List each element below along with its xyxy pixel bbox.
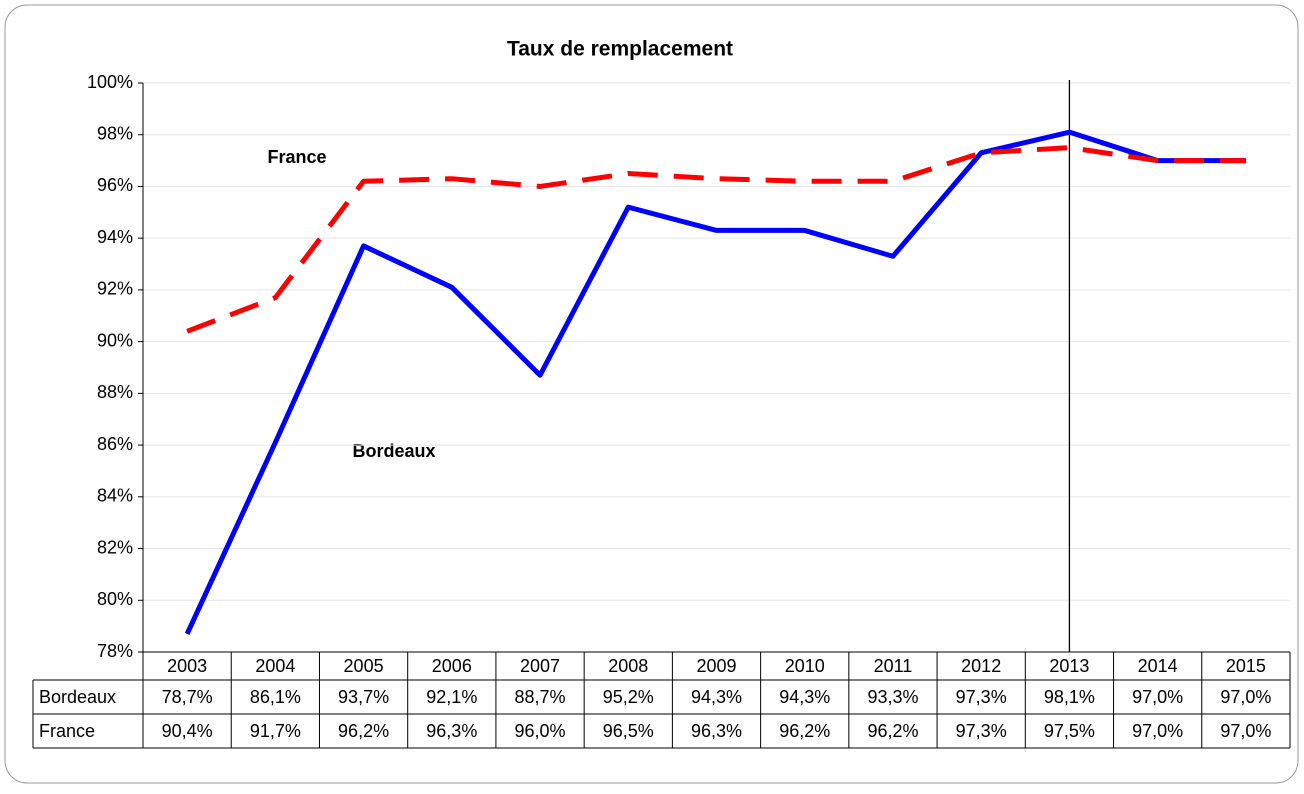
data-label: 94,3% xyxy=(779,687,830,707)
legend-entry: Bordeaux xyxy=(39,687,116,707)
data-label: 88,7% xyxy=(515,687,566,707)
y-tick-label: 82% xyxy=(97,537,133,557)
x-tick-label: 2004 xyxy=(255,656,295,676)
y-tick-label: 98% xyxy=(97,123,133,143)
data-label: 96,2% xyxy=(779,721,830,741)
data-label: 86,1% xyxy=(250,687,301,707)
x-tick-label: 2011 xyxy=(874,656,913,676)
legend-entry: France xyxy=(39,721,95,741)
data-label: 96,3% xyxy=(691,721,742,741)
y-tick-label: 80% xyxy=(97,589,133,609)
frame xyxy=(4,4,1299,784)
data-label: 96,2% xyxy=(338,721,389,741)
x-tick-label: 2009 xyxy=(696,656,736,676)
data-label: 97,0% xyxy=(1220,687,1271,707)
x-tick-label: 2005 xyxy=(344,656,384,676)
x-tick-label: 2003 xyxy=(167,656,207,676)
x-tick-label: 2008 xyxy=(608,656,648,676)
y-tick-label: 78% xyxy=(97,641,133,661)
data-label: 90,4% xyxy=(162,721,213,741)
series-annotation: France xyxy=(267,147,326,167)
data-label: 97,3% xyxy=(956,721,1007,741)
chart-title: Taux de remplacement xyxy=(507,38,733,61)
y-tick-label: 90% xyxy=(97,330,133,350)
x-tick-label: 2012 xyxy=(961,656,1001,676)
series-line xyxy=(184,129,1246,635)
data-label: 95,2% xyxy=(603,687,654,707)
x-tick-label: 2007 xyxy=(520,656,560,676)
data-label: 78,7% xyxy=(162,687,213,707)
y-tick-label: 88% xyxy=(97,382,133,402)
data-label: 96,3% xyxy=(426,721,477,741)
x-tick-label: 2015 xyxy=(1226,656,1266,676)
series-annotation: Bordeaux xyxy=(352,441,435,461)
data-label: 97,5% xyxy=(1044,721,1095,741)
data-label: 93,7% xyxy=(338,687,389,707)
y-tick-label: 92% xyxy=(97,279,133,299)
data-label: 97,0% xyxy=(1132,721,1183,741)
data-label: 92,1% xyxy=(426,687,477,707)
data-label: 96,5% xyxy=(603,721,654,741)
data-label: 97,3% xyxy=(956,687,1007,707)
data-label: 98,1% xyxy=(1044,687,1095,707)
x-tick-label: 2014 xyxy=(1138,656,1178,676)
data-label: 91,7% xyxy=(250,721,301,741)
data-label: 96,2% xyxy=(867,721,918,741)
data-label: 97,0% xyxy=(1132,687,1183,707)
y-tick-label: 96% xyxy=(97,175,133,195)
x-tick-label: 2013 xyxy=(1049,656,1089,676)
x-tick-label: 2010 xyxy=(785,656,825,676)
y-tick-label: 84% xyxy=(97,486,133,506)
y-tick-label: 94% xyxy=(97,227,133,247)
data-label: 93,3% xyxy=(867,687,918,707)
y-tick-label: 100% xyxy=(87,72,133,92)
x-tick-label: 2006 xyxy=(432,656,472,676)
series-line xyxy=(186,145,1246,334)
y-tick-label: 86% xyxy=(97,434,133,454)
data-label: 94,3% xyxy=(691,687,742,707)
data-label: 97,0% xyxy=(1220,721,1271,741)
data-label: 96,0% xyxy=(515,721,566,741)
